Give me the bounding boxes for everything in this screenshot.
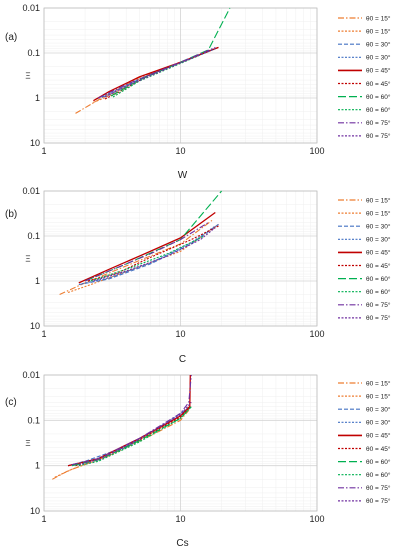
y-tick-label: 10 [30,321,40,331]
series-line-9 [71,374,192,466]
y-tick-label: 10 [30,138,40,148]
series-line-4 [81,225,216,285]
legend-label: θ0 = 15° [366,14,391,22]
legend-label: θ0 = 30° [366,54,391,62]
legend-label: θ0 = 75° [366,484,391,492]
legend-label: θ0 = 60° [366,288,391,296]
series-line-10 [78,401,192,466]
series-line-2 [93,48,216,103]
series-line-5 [93,46,219,102]
y-tick-label: 0.01 [22,186,40,196]
panel-label: (b) [5,209,17,220]
legend-label: θ0 = 15° [366,27,391,35]
legend-label: θ0 = 15° [366,209,391,217]
series-line-6 [75,406,192,467]
legend-label: θ0 = 60° [366,93,391,101]
legend-label: θ0 = 15° [366,196,391,204]
legend-label: θ0 = 15° [366,392,391,400]
x-tick-label: 100 [309,329,324,339]
legend-label: θ0 = 45° [366,432,391,440]
legend-label: θ0 = 30° [366,419,391,427]
panel-label: (c) [5,397,17,408]
y-tick-label: 10 [30,506,40,516]
x-tick-label: 1 [41,146,46,156]
series-line-8 [112,48,216,98]
series-line-9 [98,46,216,99]
series-line-1 [75,49,213,114]
series-line-3 [78,223,219,286]
legend-label: θ0 = 75° [366,119,391,127]
series-line-4 [71,406,191,466]
series-line-8 [90,235,205,282]
y-axis-label: Ξ [25,255,30,264]
legend-label: θ0 = 60° [366,106,391,114]
x-axis-label: W [178,170,188,181]
legend-label: θ0 = 45° [366,249,391,257]
legend-label: θ0 = 75° [366,314,391,322]
legend-label: θ0 = 30° [366,406,391,414]
y-tick-label: 0.1 [27,48,40,58]
x-axis-label: C [179,354,186,365]
y-tick-label: 0.01 [22,3,40,13]
legend-label: θ0 = 75° [366,132,391,140]
series-line-10 [104,48,216,98]
legend-label: θ0 = 45° [366,67,391,75]
x-tick-label: 10 [175,514,185,524]
x-axis-label: Cs [176,538,188,549]
y-tick-label: 0.1 [27,415,40,425]
series-line-9 [84,222,209,282]
legend-label: θ0 = 60° [366,458,391,466]
legend-label: θ0 = 30° [366,236,391,244]
x-tick-label: 10 [175,329,185,339]
legend-label: θ0 = 45° [366,262,391,270]
legend: θ0 = 15° θ0 = 15° θ0 = 30° θ0 = 30° θ0 = 45°… [338,196,391,322]
y-tick-label: 1 [35,276,40,286]
legend-label: θ0 = 45° [366,445,391,453]
series-line-7 [84,190,223,282]
x-tick-label: 100 [309,146,324,156]
x-tick-label: 10 [175,146,185,156]
panel-label: (a) [5,32,17,43]
legend: θ0 = 15° θ0 = 15° θ0 = 30° θ0 = 30° θ0 = 45°… [338,379,391,505]
series-line-7 [71,406,192,467]
legend-label: θ0 = 30° [366,223,391,231]
x-tick-label: 1 [41,329,46,339]
plot-area [43,374,318,512]
y-tick-label: 1 [35,93,40,103]
legend-label: θ0 = 15° [366,379,391,387]
x-tick-label: 1 [41,514,46,524]
y-tick-label: 0.01 [22,370,40,380]
series-line-6 [87,225,219,282]
series-line-3 [67,406,191,467]
legend-label: θ0 = 45° [366,80,391,88]
plot-area [43,190,318,327]
series-line-5 [78,211,216,284]
y-tick-label: 1 [35,461,40,471]
legend-label: θ0 = 30° [366,41,391,49]
legend-label: θ0 = 75° [366,301,391,309]
series-line-10 [93,227,216,282]
x-tick-label: 100 [309,514,324,524]
y-axis-label: Ξ [25,72,30,81]
legend: θ0 = 15° θ0 = 15° θ0 = 30° θ0 = 30° θ0 = 45°… [338,14,391,140]
legend-label: θ0 = 60° [366,471,391,479]
plot-area [43,7,318,144]
legend-label: θ0 = 60° [366,275,391,283]
y-axis-label: Ξ [25,439,30,448]
y-tick-label: 0.1 [27,231,40,241]
legend-label: θ0 = 75° [366,497,391,505]
